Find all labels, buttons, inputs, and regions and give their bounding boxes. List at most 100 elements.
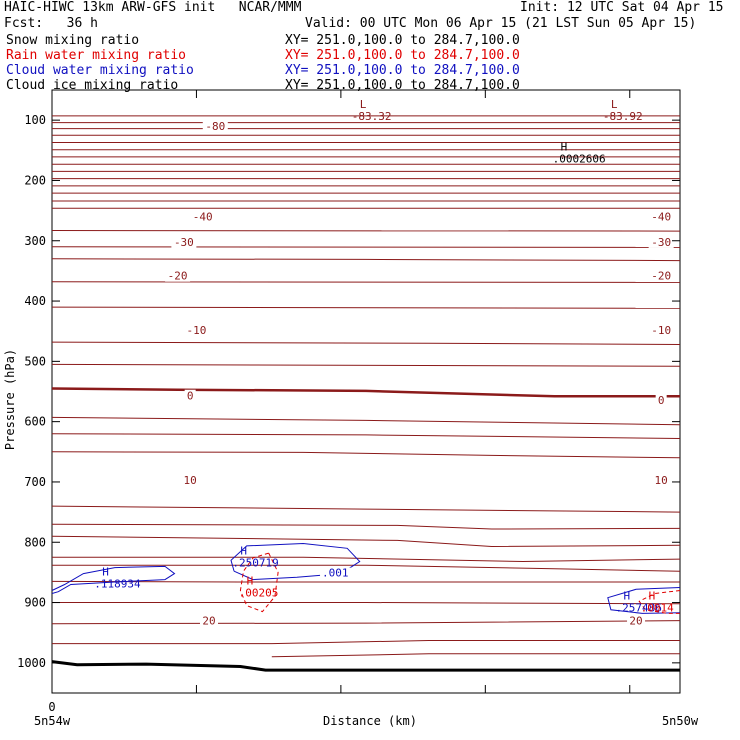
- isotherm-line: [51, 246, 681, 248]
- freezing-level-line: [51, 387, 680, 398]
- header-valid: Valid: 00 UTC Mon 06 Apr 15 (21 LST Sun …: [305, 16, 697, 31]
- y-tick-label: 600: [24, 415, 46, 429]
- extremum-value: .00205: [239, 586, 279, 599]
- contour-label: .001: [322, 567, 349, 580]
- isotherm-label-bg: [648, 323, 674, 336]
- header-title: HAIC-HIWC 13km ARW-GFS init NCAR/MMM: [4, 0, 302, 15]
- y-tick-label: 300: [24, 234, 46, 248]
- extremum-marker: H: [102, 565, 109, 578]
- isotherm-label-bg: [655, 393, 667, 406]
- isotherm-line: [52, 556, 681, 563]
- isotherm-label: -10: [651, 324, 671, 337]
- isotherm-line: [52, 640, 680, 645]
- field-cloudice-name: Cloud ice mixing ratio: [6, 78, 179, 93]
- y-tick-label: 1000: [17, 656, 46, 670]
- plot-frame: [51, 89, 681, 694]
- isotherm-line: [51, 363, 681, 367]
- extremum-marker: H: [240, 544, 247, 557]
- isotherm-line: [51, 535, 681, 548]
- extremum-value: -83.32: [352, 110, 392, 123]
- isotherm-line: [51, 451, 681, 459]
- field-cloudwater-xy: XY= 251.0,100.0 to 284.7,100.0: [285, 63, 520, 78]
- field-rain-xy: XY= 251.0,100.0 to 284.7,100.0: [285, 48, 520, 63]
- isotherm-line: [271, 653, 680, 658]
- header-init: Init: 12 UTC Sat 04 Apr 15: [520, 0, 724, 15]
- isotherm-label-bg: [190, 210, 216, 223]
- isotherm-label-bg: [652, 474, 671, 487]
- x-tick-label: 0: [48, 700, 55, 714]
- isotherm-line: [51, 281, 681, 283]
- isotherm-label-bg: [627, 614, 646, 627]
- isotherm-label-bg: [202, 120, 228, 133]
- cloud-water-contour: [51, 565, 176, 594]
- isotherm-line: [51, 505, 681, 513]
- isotherm-label: 20: [202, 615, 215, 628]
- isotherm-label: 20: [629, 615, 642, 628]
- y-tick-label: 100: [24, 113, 46, 127]
- isotherm-line: [51, 433, 681, 439]
- field-rain-name: Rain water mixing ratio: [6, 48, 187, 63]
- extremum-value: .0002606: [553, 152, 606, 165]
- isotherm-label: -10: [187, 324, 207, 337]
- isotherm-line: [51, 523, 681, 530]
- x-endpoint-label-left: 5n54w: [34, 714, 71, 728]
- isotherm-line: [52, 564, 681, 572]
- x-axis-label: Distance (km): [323, 714, 417, 728]
- isotherm-label-bg: [181, 474, 200, 487]
- isotherm-label-bg: [171, 235, 197, 248]
- isotherm-label: 10: [655, 474, 668, 487]
- field-cloudice-xy: XY= 251.0,100.0 to 284.7,100.0: [285, 78, 520, 93]
- isotherm-label: -40: [193, 211, 213, 224]
- isotherm-label: -20: [651, 270, 671, 283]
- cloud-water-contour: [230, 542, 361, 581]
- extremum-value: .257486: [615, 602, 661, 615]
- y-tick-label: 900: [24, 596, 46, 610]
- extremum-marker: H: [561, 140, 568, 153]
- extremum-value: .250719: [232, 556, 278, 569]
- rain-water-contour: [638, 590, 681, 614]
- isotherm-label: -30: [651, 236, 671, 249]
- isotherm-line: [51, 620, 681, 625]
- x-endpoint-label-right: 5n50w: [662, 714, 699, 728]
- isotherm-label-bg: [200, 614, 218, 627]
- isotherm-label: -20: [168, 270, 188, 283]
- isotherm-line: [51, 416, 681, 426]
- extremum-marker: H: [247, 574, 254, 587]
- isotherm-label: 0: [187, 390, 194, 403]
- extremum-marker: L: [611, 98, 618, 111]
- extremum-value: -83.92: [603, 110, 643, 123]
- extremum-value: .118934: [94, 577, 141, 590]
- rain-water-contour: [239, 552, 279, 613]
- isotherm-line: [51, 341, 681, 345]
- y-tick-label: 200: [24, 173, 46, 187]
- isotherm-label: 0: [658, 394, 665, 407]
- isotherm-label: -30: [174, 236, 194, 249]
- contour-label-bg: [320, 567, 353, 580]
- isotherm-line: [52, 602, 681, 605]
- isotherm-label-bg: [648, 210, 674, 223]
- extremum-marker: H: [623, 590, 630, 603]
- isotherm-line: [51, 230, 681, 232]
- field-cloudwater-name: Cloud water mixing ratio: [6, 63, 194, 78]
- field-snow-name: Snow mixing ratio: [6, 33, 140, 48]
- header-fcst: Fcst: 36 h: [4, 16, 98, 31]
- terrain-surface-line: [51, 660, 680, 672]
- isotherm-label-bg: [184, 389, 196, 402]
- extremum-value: .0014: [641, 602, 674, 615]
- isotherm-label-bg: [648, 269, 674, 282]
- isotherm-label: -40: [651, 211, 671, 224]
- field-snow-xy: XY= 251.0,100.0 to 284.7,100.0: [285, 33, 520, 48]
- isotherm-label: 10: [184, 474, 197, 487]
- extremum-marker: L: [360, 98, 367, 111]
- y-tick-label: 400: [24, 294, 46, 308]
- isotherm-line: [51, 306, 681, 309]
- extremum-marker: H: [649, 590, 656, 603]
- y-tick-label: 800: [24, 535, 46, 549]
- isotherm-line: [51, 580, 680, 583]
- y-tick-label: 700: [24, 475, 46, 489]
- isotherm-label: -80: [205, 120, 225, 133]
- isotherm-label-bg: [183, 323, 209, 336]
- isotherm-label-bg: [648, 235, 674, 248]
- isotherm-line: [51, 258, 681, 262]
